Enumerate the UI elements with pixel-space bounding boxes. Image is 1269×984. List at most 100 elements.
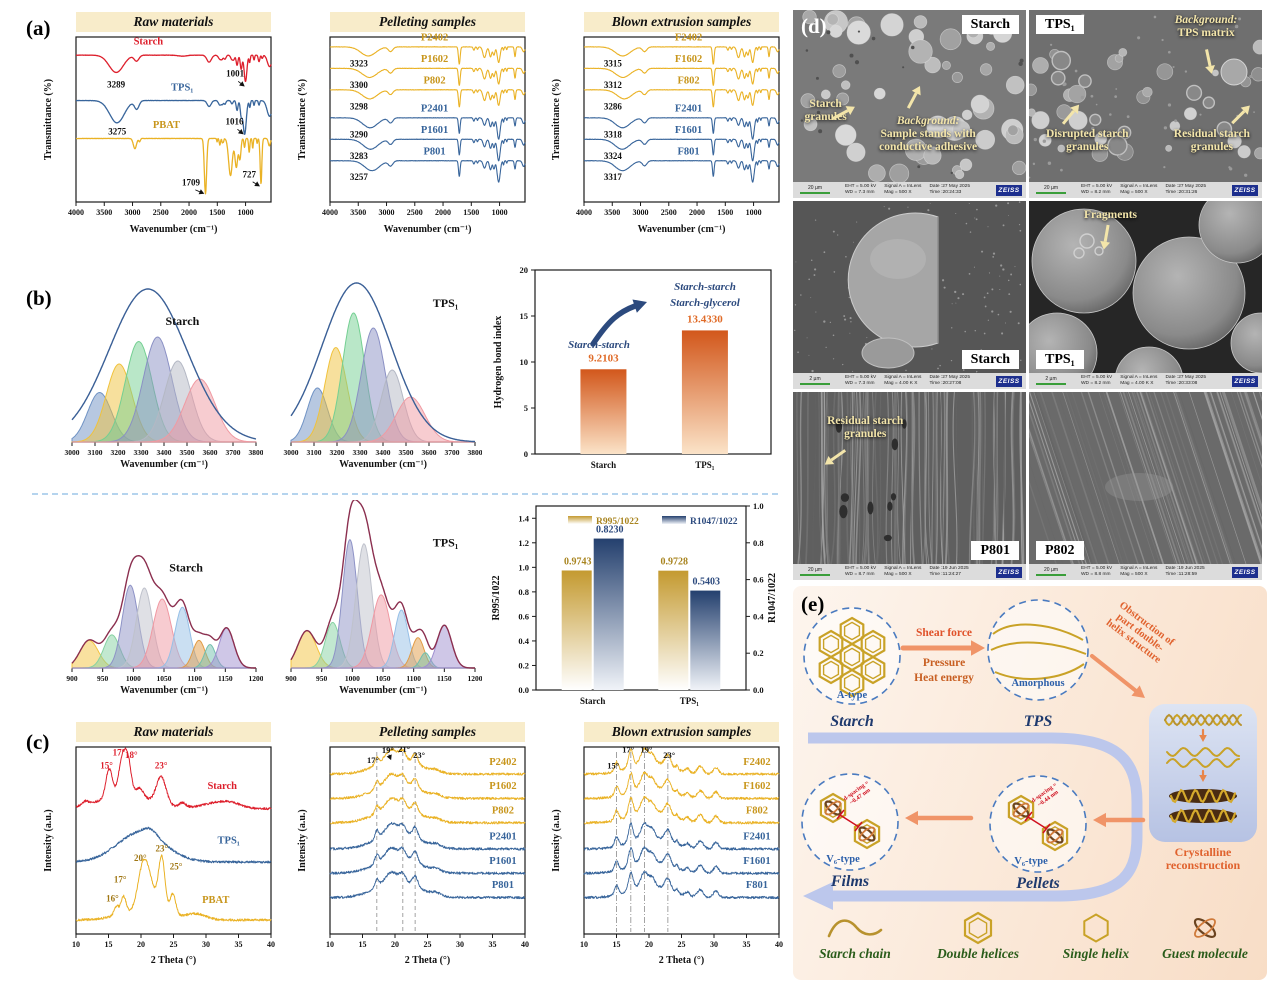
svg-text:A-type: A-type [837, 690, 868, 701]
sem-metadata-bar: 2 µm EHT = 5.00 kV WD = 8.2 mm Signal A = I… [1029, 373, 1262, 389]
svg-text:0.8230: 0.8230 [596, 525, 624, 536]
svg-text:2 Theta (°): 2 Theta (°) [659, 955, 704, 966]
svg-text:13.4330: 13.4330 [687, 313, 723, 325]
svg-text:0.6: 0.6 [753, 575, 764, 585]
svg-text:P802: P802 [492, 805, 514, 816]
svg-text:Hydrogen bond index: Hydrogen bond index [493, 316, 504, 409]
annotation-arrow-icon [1227, 100, 1254, 127]
sem-metadata-bar: 20 µm EHT = 5.00 kV WD = 8.7 mm Signal A = … [793, 564, 1026, 580]
svg-text:3000: 3000 [65, 448, 80, 457]
zeiss-logo: ZEISS [996, 566, 1022, 578]
svg-text:PBAT: PBAT [153, 120, 180, 131]
svg-text:3200: 3200 [330, 448, 345, 457]
svg-text:Wavenumber (cm⁻¹): Wavenumber (cm⁻¹) [130, 224, 218, 235]
sem-scale-label: 20 µm [808, 567, 822, 573]
svg-text:3800: 3800 [249, 448, 264, 457]
svg-text:3257: 3257 [350, 172, 369, 182]
ftir-raw-chart: 4000 3500 3000 2500 2000 1500 1000 Starch 3289 10… [43, 36, 272, 235]
svg-text:Wavenumber (cm⁻¹): Wavenumber (cm⁻¹) [339, 685, 427, 696]
sem-annotation: Starch granules [804, 98, 847, 124]
zeiss-logo: ZEISS [996, 184, 1022, 196]
svg-text:TPS₁: TPS₁ [171, 83, 193, 94]
sem-texture [1029, 201, 1262, 389]
svg-text:1000: 1000 [345, 674, 360, 683]
svg-text:2500: 2500 [407, 208, 423, 217]
svg-text:2000: 2000 [689, 208, 705, 217]
svg-text:40: 40 [267, 940, 275, 949]
annotation-arrow-icon [1099, 223, 1115, 251]
annotation-arrow-icon [1201, 47, 1218, 75]
xrd-pellet-title: Pelleting samples [330, 722, 525, 742]
svg-text:1100: 1100 [187, 674, 202, 683]
svg-text:3286: 3286 [604, 101, 623, 111]
svg-text:P1601: P1601 [489, 856, 516, 867]
svg-text:4000: 4000 [322, 208, 338, 217]
panel-e-diagram: (e) A-type Starch Shear force Pressure Heat … [793, 586, 1267, 980]
annotation-arrow-icon [822, 446, 850, 471]
deconv-oh-tps-chart: 3000 3100 3200 3300 3400 3500 3600 3700 3800 TPS₁… [284, 282, 482, 470]
svg-text:2000: 2000 [435, 208, 451, 217]
svg-text:3283: 3283 [350, 151, 369, 161]
svg-text:3700: 3700 [445, 448, 460, 457]
zeiss-logo: ZEISS [1232, 184, 1258, 196]
sem-texture [793, 10, 1026, 184]
svg-text:3323: 3323 [350, 58, 369, 68]
svg-text:P2402: P2402 [489, 757, 516, 768]
svg-text:950: 950 [316, 674, 328, 683]
guest-molecule-label: Guest molecule [1162, 946, 1248, 961]
sem-metadata-bar: 20 µm EHT = 5.00 kV WD = 7.3 mm Signal A = … [793, 182, 1026, 198]
xrd-raw-subplot: Raw materials 10 15 20 25 30 35 40 Starch 15° 17°… [40, 722, 277, 972]
sem-annotation: Background: TPS matrix [1174, 13, 1238, 39]
svg-text:3300: 3300 [350, 80, 369, 90]
svg-text:23°: 23° [413, 750, 425, 760]
svg-text:Starch-starch: Starch-starch [568, 339, 630, 351]
svg-text:Intensity (a.u.): Intensity (a.u.) [43, 809, 54, 872]
sem-scale-label: 2 µm [809, 376, 821, 382]
svg-text:Intensity (a.u.): Intensity (a.u.) [297, 809, 308, 872]
svg-text:F2402: F2402 [675, 33, 702, 44]
svg-text:1000: 1000 [492, 208, 508, 217]
svg-text:900: 900 [285, 674, 297, 683]
svg-text:R995/1022: R995/1022 [491, 576, 502, 621]
zeiss-logo: ZEISS [996, 375, 1022, 387]
sem-sample-label: P801 [971, 541, 1019, 560]
svg-text:0.0: 0.0 [518, 685, 529, 695]
svg-text:35: 35 [743, 940, 751, 949]
svg-text:1500: 1500 [717, 208, 733, 217]
sem-metadata-bar: 20 µm EHT = 5.00 kV WD = 8.2 mm Signal A = … [1029, 182, 1262, 198]
svg-text:10: 10 [72, 940, 80, 949]
svg-text:21°: 21° [398, 744, 410, 754]
svg-text:Shear force: Shear force [916, 627, 972, 639]
svg-text:1.0: 1.0 [518, 562, 529, 572]
svg-text:0.4: 0.4 [753, 611, 764, 621]
svg-text:1500: 1500 [209, 208, 225, 217]
svg-text:3324: 3324 [604, 151, 623, 161]
svg-text:Intensity (a.u.): Intensity (a.u.) [551, 809, 562, 872]
sem-image-tps1-500x: TPS₁ Background: TPS matrix Disrupted starc… [1029, 10, 1262, 198]
svg-text:1200: 1200 [249, 674, 264, 683]
ftir-blown-subplot: Blown extrusion samples 4000 3500 3000 2500… [548, 12, 785, 244]
svg-text:F1601: F1601 [675, 125, 702, 136]
svg-text:reconstruction: reconstruction [1166, 858, 1241, 872]
svg-text:20: 20 [520, 265, 529, 275]
panel-d-sem-grid: Starch Starch granules Background: Sample st… [793, 10, 1262, 580]
deconv-fp-tps-chart: 900 950 1000 1050 1100 1150 1200 TPS₁ Wavenumber… [285, 500, 482, 696]
svg-text:3600: 3600 [203, 448, 218, 457]
svg-text:17°: 17° [367, 755, 379, 765]
svg-text:3318: 3318 [604, 129, 623, 139]
svg-text:10: 10 [520, 357, 529, 367]
svg-text:TPS₁: TPS₁ [695, 460, 715, 470]
svg-text:900: 900 [66, 674, 78, 683]
panel-a-label: (a) [26, 16, 51, 40]
ftir-pellet-chart: 4000 3500 3000 2500 2000 1500 1000 P2402 3323 P16… [297, 33, 526, 235]
svg-text:V₆-type: V₆-type [1014, 856, 1048, 867]
ftir-raw-subplot: Raw materials 4000 3500 3000 2500 2000 1500 10… [40, 12, 277, 244]
deconv-oh-row: 3000 3100 3200 3300 3400 3500 3600 3700 3800 Star… [58, 274, 482, 474]
svg-text:Transmittance (%): Transmittance (%) [297, 79, 308, 160]
svg-text:1016: 1016 [226, 116, 245, 126]
sem-sample-label: Starch [961, 350, 1019, 369]
xrd-blown-subplot: Blown extrusion samples 10 15 20 25 30 35 40 F2… [548, 722, 785, 972]
svg-text:3600: 3600 [422, 448, 437, 457]
panel-d-label: (d) [801, 14, 827, 38]
